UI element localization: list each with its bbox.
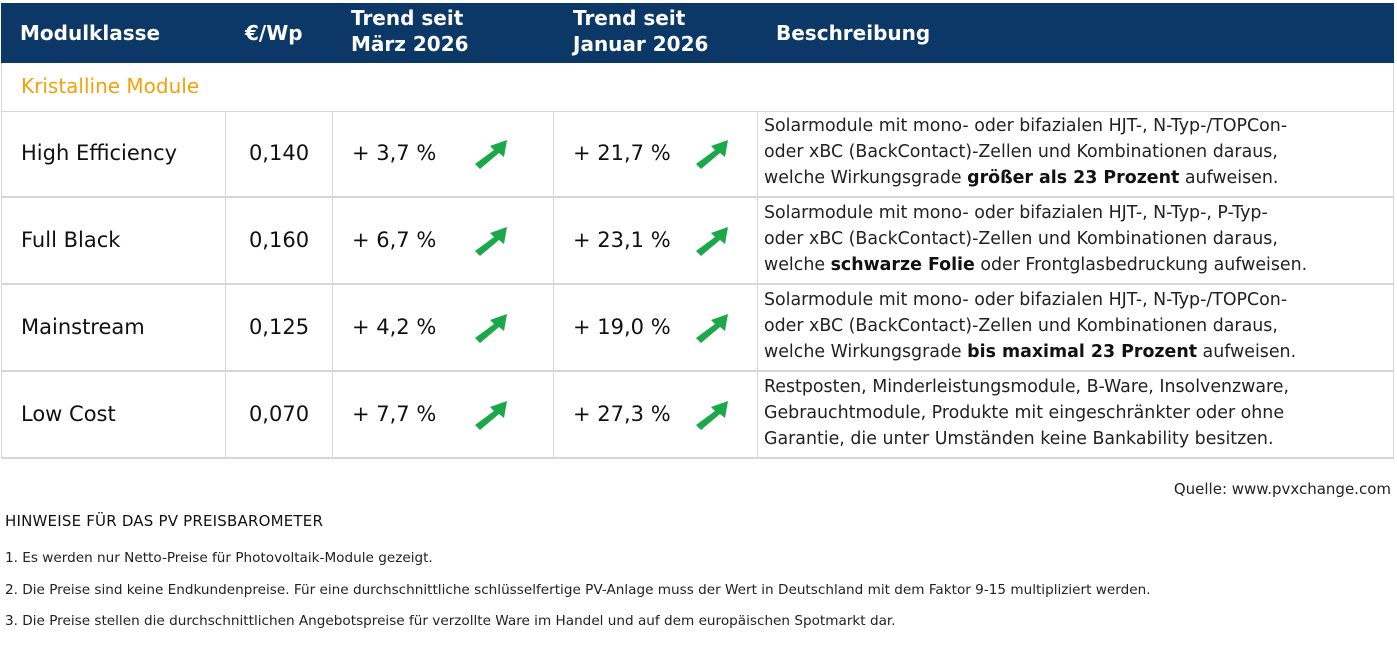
trend-march-value: + 3,7 % (352, 141, 437, 165)
trend-january-cell: + 23,1 % (554, 198, 758, 285)
module-class-name: Full Black (21, 228, 121, 252)
table-row: Full Black 0,160 + 6,7 % + 23,1 % Solarm… (1, 198, 1394, 285)
trend-january-cell: + 19,0 % (554, 285, 758, 372)
header-trend-january-line2: Januar 2026 (573, 32, 709, 56)
header-trend-march: Trend seit März 2026 (351, 5, 469, 57)
trend-march-cell: + 6,7 % (333, 198, 554, 285)
arrow-up-right-icon (696, 227, 728, 256)
class-cell: Full Black (1, 198, 226, 285)
description-text-plain: welche (764, 255, 831, 275)
description-line: welche Wirkungsgrade größer als 23 Proze… (764, 165, 1287, 191)
price-value: 0,160 (248, 228, 310, 252)
description-line: Solarmodule mit mono- oder bifazialen HJ… (764, 203, 1268, 223)
arrow-up-right-icon (696, 401, 728, 430)
price-cell: 0,160 (226, 198, 333, 285)
description-line: oder xBC (BackContact)-Zellen und Kombin… (764, 316, 1278, 336)
note-item: 1. Es werden nur Netto-Preise für Photov… (5, 550, 433, 566)
header-price: €/Wp (245, 21, 303, 45)
notes-title: HINWEISE FÜR DAS PV PREISBAROMETER (5, 512, 324, 530)
description-line: Restposten, Minderleistungsmodule, B-War… (764, 377, 1290, 397)
description-text-plain: Garantie, die unter Umständen keine Bank… (764, 429, 1274, 449)
trend-january-cell: + 21,7 % (554, 111, 758, 198)
description-text: Solarmodule mit mono- oder bifazialen HJ… (764, 113, 1287, 191)
price-value: 0,125 (248, 315, 310, 339)
arrow-up-right-icon (696, 140, 728, 169)
arrow-up-right-icon (475, 314, 507, 343)
description-text: Solarmodule mit mono- oder bifazialen HJ… (764, 287, 1296, 365)
trend-march-value: + 6,7 % (352, 228, 437, 252)
note-item: 3. Die Preise stellen die durchschnittli… (5, 613, 896, 629)
table-header: Modulklasse €/Wp Trend seit März 2026 Tr… (1, 3, 1394, 63)
header-trend-january-line1: Trend seit (573, 6, 686, 30)
section-row: Kristalline Module (1, 63, 1394, 112)
trend-january-cell: + 27,3 % (554, 372, 758, 459)
class-cell: Mainstream (1, 285, 226, 372)
class-cell: High Efficiency (1, 111, 226, 198)
trend-march-cell: + 4,2 % (333, 285, 554, 372)
price-cell: 0,140 (226, 111, 333, 198)
module-class-name: Low Cost (21, 402, 116, 426)
header-modulklasse: Modulklasse (20, 21, 161, 45)
trend-january-value: + 27,3 % (573, 402, 671, 426)
description-text: Solarmodule mit mono- oder bifazialen HJ… (764, 200, 1307, 278)
table-row: High Efficiency 0,140 + 3,7 % + 21,7 % S… (1, 111, 1394, 198)
price-value: 0,140 (248, 141, 310, 165)
trend-march-value: + 4,2 % (352, 315, 437, 339)
trend-january-value: + 21,7 % (573, 141, 671, 165)
source-credit: Quelle: www.pvxchange.com (1173, 480, 1391, 498)
trend-march-cell: + 7,7 % (333, 372, 554, 459)
description-cell: Solarmodule mit mono- oder bifazialen HJ… (758, 285, 1394, 372)
description-line: oder xBC (BackContact)-Zellen und Kombin… (764, 142, 1278, 162)
description-cell: Solarmodule mit mono- oder bifazialen HJ… (758, 198, 1394, 285)
price-cell: 0,070 (226, 372, 333, 459)
description-highlight: bis maximal 23 Prozent (967, 342, 1198, 362)
description-cell: Restposten, Minderleistungsmodule, B-War… (758, 372, 1394, 459)
section-title: Kristalline Module (21, 74, 200, 98)
class-cell: Low Cost (1, 372, 226, 459)
arrow-up-right-icon (475, 140, 507, 169)
table-row: Mainstream 0,125 + 4,2 % + 19,0 % Solarm… (1, 285, 1394, 372)
trend-january-value: + 23,1 % (573, 228, 671, 252)
header-beschreibung: Beschreibung (776, 21, 931, 45)
header-trend-march-line2: März 2026 (351, 32, 469, 56)
description-line: Garantie, die unter Umständen keine Bank… (764, 426, 1289, 452)
trend-january-value: + 19,0 % (573, 315, 671, 339)
arrow-up-right-icon (475, 401, 507, 430)
module-class-name: Mainstream (21, 315, 145, 339)
description-line: Solarmodule mit mono- oder bifazialen HJ… (764, 290, 1288, 310)
description-line: welche Wirkungsgrade bis maximal 23 Proz… (764, 339, 1296, 365)
description-line: oder xBC (BackContact)-Zellen und Kombin… (764, 229, 1278, 249)
description-text-plain: welche Wirkungsgrade (764, 168, 968, 188)
description-highlight: größer als 23 Prozent (967, 168, 1180, 188)
description-line: welche schwarze Folie oder Frontglasbedr… (764, 252, 1307, 278)
description-text-plain: welche Wirkungsgrade (764, 342, 968, 362)
price-value: 0,070 (248, 402, 310, 426)
trend-march-cell: + 3,7 % (333, 111, 554, 198)
description-text-plain: aufweisen. (1197, 342, 1297, 362)
description-line: Solarmodule mit mono- oder bifazialen HJ… (764, 116, 1288, 136)
module-class-name: High Efficiency (21, 141, 178, 165)
header-trend-march-line1: Trend seit (351, 6, 464, 30)
note-item: 2. Die Preise sind keine Endkundenpreise… (5, 582, 1151, 598)
header-trend-january: Trend seit Januar 2026 (573, 5, 708, 57)
arrow-up-right-icon (475, 227, 507, 256)
description-text-plain: aufweisen. (1179, 168, 1279, 188)
description-line: Gebrauchtmodule, Produkte mit eingeschrä… (764, 403, 1285, 423)
description-text: Restposten, Minderleistungsmodule, B-War… (764, 374, 1289, 452)
table-row: Low Cost 0,070 + 7,7 % + 27,3 % Restpost… (1, 372, 1394, 459)
price-cell: 0,125 (226, 285, 333, 372)
description-cell: Solarmodule mit mono- oder bifazialen HJ… (758, 111, 1394, 198)
description-text-plain: oder Frontglasbedruckung aufweisen. (974, 255, 1308, 275)
description-highlight: schwarze Folie (830, 255, 975, 275)
arrow-up-right-icon (696, 314, 728, 343)
trend-march-value: + 7,7 % (352, 402, 437, 426)
